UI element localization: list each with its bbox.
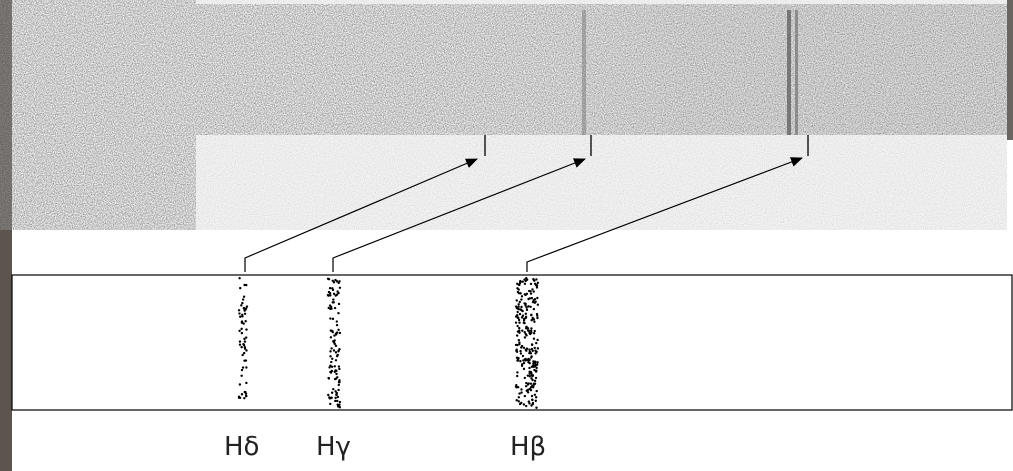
line-label: Hγ: [316, 432, 351, 462]
line-label: Hδ: [224, 432, 259, 462]
edge: [1007, 0, 1013, 140]
arrows: [244, 157, 803, 272]
line-label: Hβ: [510, 432, 546, 462]
ticks: [484, 135, 809, 156]
absorption-line: [582, 10, 586, 135]
observed-spectrum: [0, 0, 1007, 230]
emission-lines: [237, 276, 540, 409]
absorption-line: [787, 10, 791, 135]
absorption-line: [795, 10, 798, 135]
lab-spectrum: [11, 274, 1013, 411]
